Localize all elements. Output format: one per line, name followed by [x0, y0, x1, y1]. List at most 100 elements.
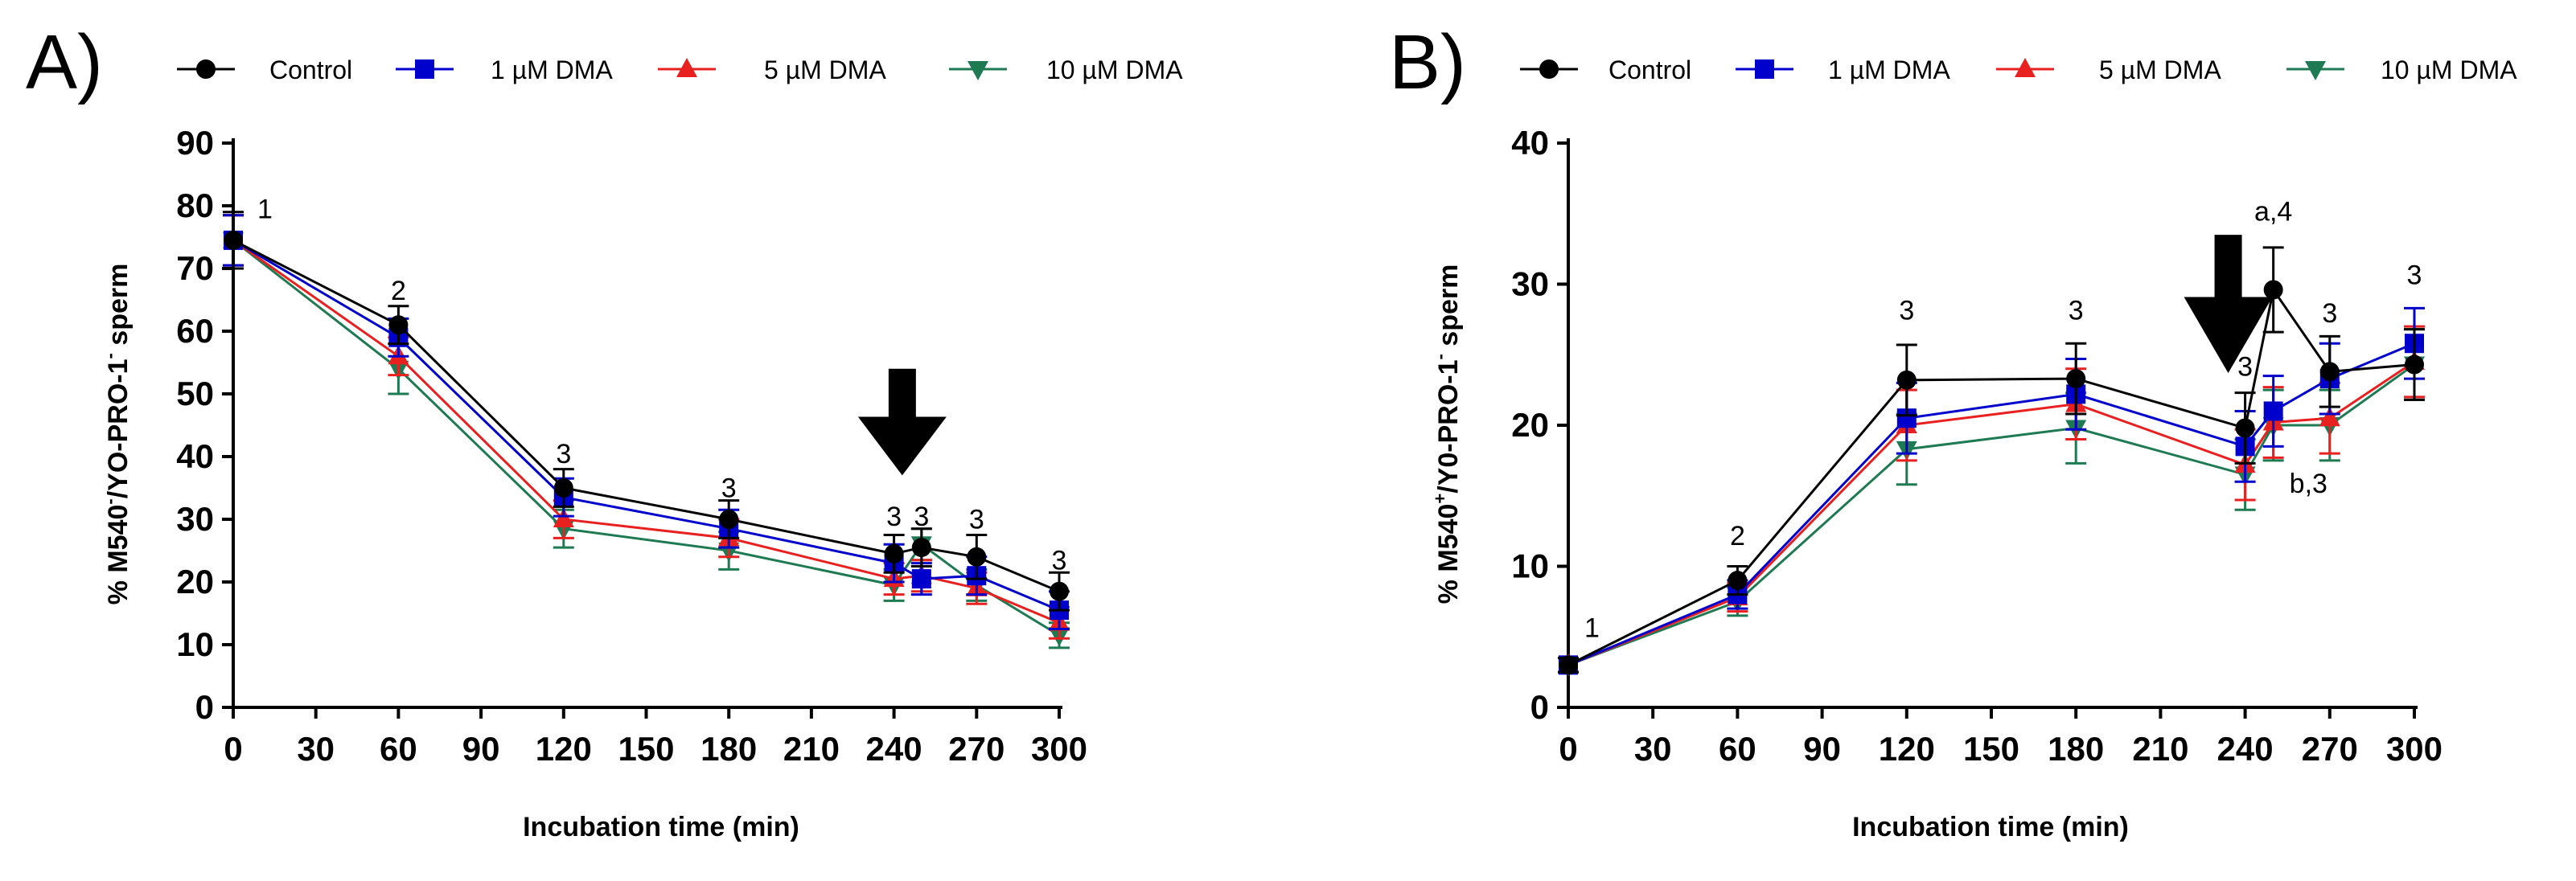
p1-x-tick-label-6: 180 — [2048, 730, 2104, 768]
p1-annotation-2: 3 — [1899, 295, 1914, 326]
p1-s0-point-3 — [2066, 369, 2086, 389]
legend-label-1um-a: 1 µM DMA — [491, 55, 613, 84]
panel-b-plot: 0 10 20 30 40 0 30 60 90 120 150 180 210 240 270 300 1 2 3… — [1511, 124, 2442, 768]
panel-a-y-axis-title: % M540-/YO-PRO-1- sperm — [100, 264, 134, 605]
p0-annotation-7: 3 — [1052, 545, 1067, 576]
p1-s0-point-2 — [1896, 370, 1917, 390]
panel-b-x-axis-title: Incubation time (min) — [1852, 812, 2129, 842]
p0-s0-point-5 — [911, 538, 931, 558]
legend-marker-1um-b — [1755, 59, 1774, 79]
panel-a-legend: Control 1 µM DMA 5 µM DMA 10 µM DMA — [177, 55, 1183, 84]
p0-x-tick-label-2: 60 — [380, 730, 417, 768]
p0-annotation-6: 3 — [969, 505, 984, 535]
p0-y-tick-label-1: 10 — [176, 625, 214, 663]
panel-b-y-axis-title: % M540+/Y0-PRO-1- sperm — [1430, 264, 1464, 604]
p1-arrow-icon — [2184, 235, 2273, 374]
p1-s3-line — [1567, 363, 2415, 666]
p1-x-tick-label-2: 60 — [1719, 730, 1756, 768]
p1-annotation-5: a,4 — [2254, 197, 2292, 227]
p1-annotation-1: 2 — [1730, 521, 1745, 551]
p1-s2-point-6 — [2319, 407, 2340, 427]
p0-s0-point-7 — [1050, 581, 1069, 601]
p0-x-tick-label-7: 210 — [783, 730, 840, 768]
panel-b-label: B) — [1389, 19, 1466, 105]
legend-marker-control-a — [196, 59, 216, 79]
p1-y-tick-label-4: 40 — [1511, 124, 1549, 162]
p0-annotation-1: 2 — [391, 276, 406, 306]
legend-marker-5um-a — [676, 58, 697, 77]
panel-b-legend: Control 1 µM DMA 5 µM DMA 10 µM DMA — [1520, 55, 2517, 84]
p0-x-tick-label-1: 30 — [297, 730, 335, 768]
p0-y-tick-label-4: 40 — [176, 437, 214, 475]
p0-x-tick-label-9: 270 — [948, 730, 1005, 768]
p0-arrow-icon — [857, 368, 947, 476]
p1-s0-point-1 — [1728, 571, 1748, 591]
p0-annotation-5: 3 — [914, 502, 929, 532]
p1-x-tick-label-10: 300 — [2386, 730, 2442, 768]
p1-annotation-7: 3 — [2407, 260, 2422, 291]
p0-y-tick-label-7: 70 — [176, 249, 214, 287]
legend-label-5um-a: 5 µM DMA — [764, 55, 886, 84]
p1-annotation-3: 3 — [2069, 295, 2084, 326]
p0-y-tick-label-6: 60 — [176, 312, 214, 350]
p1-x-tick-label-7: 210 — [2132, 730, 2188, 768]
p0-x-tick-label-6: 180 — [700, 730, 757, 768]
panel-a: A) Control 1 µM DMA 5 µM DMA 10 µM DMA %… — [26, 19, 1183, 842]
p0-y-tick-label-5: 50 — [176, 375, 214, 412]
panel-a-x-axis-title: Incubation time (min) — [523, 812, 799, 842]
legend-label-10um-b: 10 µM DMA — [2381, 55, 2517, 84]
legend-marker-5um-b — [2015, 58, 2036, 77]
p1-x-tick-label-3: 90 — [1803, 730, 1841, 768]
p0-s2-line — [232, 239, 1060, 625]
legend-label-5um-b: 5 µM DMA — [2099, 55, 2221, 84]
p1-x-tick-label-0: 0 — [1559, 730, 1577, 768]
p1-x-tick-label-5: 150 — [1963, 730, 2019, 768]
p1-s0-point-4 — [2235, 418, 2255, 438]
p0-x-tick-label-5: 150 — [618, 730, 674, 768]
p0-s0-point-4 — [884, 543, 904, 563]
p1-s1-point-2 — [1896, 408, 1917, 428]
p1-y-tick-label-2: 20 — [1511, 406, 1549, 444]
p0-s2-point-2 — [553, 508, 574, 527]
p1-s0-point-5 — [2263, 280, 2283, 300]
p0-y-tick-label-3: 30 — [176, 500, 214, 538]
p0-y-tick-label-0: 0 — [195, 688, 214, 726]
p1-x-tick-label-1: 30 — [1634, 730, 1672, 768]
p0-y-tick-label-8: 80 — [176, 186, 214, 224]
p0-s0-point-1 — [388, 315, 409, 335]
p0-x-tick-label-8: 240 — [866, 730, 922, 768]
p0-annotation-3: 3 — [721, 473, 737, 504]
p0-s1-point-5 — [911, 569, 931, 589]
legend-marker-10um-b — [2305, 61, 2326, 80]
legend-label-10um-a: 10 µM DMA — [1046, 55, 1183, 84]
p1-x-tick-label-4: 120 — [1879, 730, 1935, 768]
p0-x-tick-label-4: 120 — [536, 730, 592, 768]
panel-a-plot: 0 10 20 30 40 50 60 70 80 90 0 30 60 90 120 150 180 210 24… — [176, 124, 1087, 768]
p1-annotation-0: 1 — [1584, 613, 1600, 643]
legend-marker-10um-a — [968, 61, 988, 80]
p1-annotation-8: b,3 — [2290, 469, 2327, 499]
p1-y-tick-label-1: 10 — [1511, 547, 1549, 585]
p1-s0-point-6 — [2319, 362, 2340, 382]
p0-y-tick-label-2: 20 — [176, 563, 214, 600]
p0-s0-point-6 — [967, 547, 987, 567]
p0-annotation-4: 3 — [886, 502, 902, 532]
p1-x-tick-label-9: 270 — [2302, 730, 2358, 768]
p0-s0-point-2 — [553, 478, 573, 498]
p1-x-tick-label-8: 240 — [2217, 730, 2274, 768]
legend-label-1um-b: 1 µM DMA — [1828, 55, 1950, 84]
p1-s0-point-7 — [2405, 354, 2424, 375]
p0-x-tick-label-0: 0 — [224, 730, 242, 768]
panel-a-label: A) — [26, 19, 103, 105]
p1-y-tick-label-3: 30 — [1511, 265, 1549, 303]
p1-s0-line — [1567, 286, 2415, 666]
p1-annotation-6: 3 — [2322, 298, 2337, 329]
legend-marker-1um-a — [415, 59, 434, 79]
legend-marker-control-b — [1539, 59, 1559, 79]
p0-s0-point-0 — [224, 230, 243, 250]
p1-y-tick-label-0: 0 — [1530, 688, 1549, 726]
legend-label-control-b: Control — [1608, 55, 1691, 84]
p1-s0-point-0 — [1559, 655, 1578, 675]
p1-s1-point-5 — [2263, 401, 2283, 421]
